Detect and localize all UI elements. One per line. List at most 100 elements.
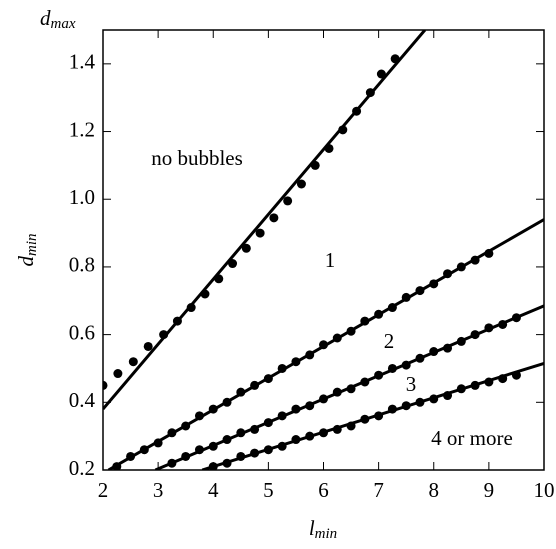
region-label: 3 bbox=[406, 372, 417, 396]
data-point bbox=[456, 262, 466, 272]
data-point bbox=[365, 88, 375, 98]
data-point bbox=[346, 326, 356, 336]
plot-frame bbox=[102, 29, 545, 471]
data-point bbox=[332, 387, 342, 397]
x-tick-label: 6 bbox=[318, 478, 329, 502]
region-label: 2 bbox=[384, 329, 395, 353]
data-point bbox=[283, 196, 293, 206]
y-tick-label: 0.2 bbox=[69, 456, 95, 480]
y-tick-label: 1.2 bbox=[69, 117, 95, 141]
data-point bbox=[222, 397, 232, 407]
data-point bbox=[181, 451, 191, 461]
data-point bbox=[296, 179, 306, 189]
x-tick-label: 7 bbox=[373, 478, 384, 502]
data-point bbox=[443, 269, 453, 279]
data-point bbox=[208, 404, 218, 414]
data-point bbox=[374, 370, 384, 380]
data-point bbox=[498, 319, 508, 329]
x-axis-label-base: l bbox=[309, 516, 315, 540]
data-point bbox=[277, 441, 287, 451]
data-point bbox=[291, 435, 301, 445]
x-tick-label: 3 bbox=[153, 478, 164, 502]
data-point bbox=[263, 445, 273, 455]
y-tick-label: 0.6 bbox=[69, 320, 95, 344]
data-point bbox=[387, 303, 397, 313]
y-axis-label-sub: min bbox=[24, 234, 40, 257]
data-point bbox=[263, 374, 273, 384]
data-point bbox=[222, 458, 232, 468]
data-point bbox=[236, 387, 246, 397]
y-axis-label-base: d bbox=[14, 256, 38, 267]
data-point bbox=[269, 213, 279, 223]
data-point bbox=[387, 404, 397, 414]
data-point bbox=[236, 451, 246, 461]
data-point bbox=[443, 343, 453, 353]
data-point bbox=[332, 333, 342, 343]
data-point bbox=[484, 248, 494, 258]
data-point bbox=[200, 289, 210, 299]
data-point bbox=[194, 445, 204, 455]
data-point bbox=[153, 438, 163, 448]
data-point bbox=[415, 397, 425, 407]
data-point bbox=[113, 369, 123, 379]
y-tick-label: 1.0 bbox=[69, 185, 95, 209]
y-tick-label: 1.4 bbox=[69, 50, 96, 74]
data-point bbox=[511, 313, 521, 323]
data-point bbox=[167, 428, 177, 438]
x-tick-label: 4 bbox=[208, 478, 219, 502]
plot-area bbox=[103, 30, 544, 470]
data-point bbox=[305, 350, 315, 360]
x-tick-label: 9 bbox=[484, 478, 495, 502]
data-point bbox=[222, 435, 232, 445]
data-point bbox=[443, 391, 453, 401]
data-point bbox=[186, 303, 196, 313]
fit-line bbox=[103, 30, 427, 411]
data-point bbox=[208, 441, 218, 451]
data-point bbox=[484, 323, 494, 333]
x-axis-label: lmin bbox=[309, 516, 337, 543]
x-axis-label-sub: min bbox=[315, 526, 338, 542]
data-point bbox=[208, 462, 218, 470]
data-point bbox=[305, 401, 315, 411]
data-point bbox=[305, 431, 315, 441]
data-point bbox=[128, 357, 138, 367]
data-point bbox=[319, 340, 328, 350]
data-point bbox=[181, 421, 191, 431]
data-point bbox=[387, 363, 397, 373]
data-point bbox=[352, 106, 362, 116]
data-point bbox=[374, 411, 384, 421]
x-tick-label: 5 bbox=[263, 478, 274, 502]
data-point bbox=[319, 428, 328, 438]
data-point bbox=[429, 347, 439, 357]
data-point bbox=[241, 243, 251, 253]
y-tick-label: 0.8 bbox=[69, 253, 95, 277]
data-point bbox=[139, 445, 149, 455]
data-point bbox=[338, 125, 348, 135]
data-point bbox=[277, 363, 287, 373]
data-point bbox=[470, 330, 480, 340]
data-point bbox=[376, 69, 386, 79]
data-point bbox=[159, 330, 169, 340]
data-point bbox=[250, 448, 260, 458]
data-point bbox=[401, 401, 411, 411]
data-point bbox=[390, 54, 400, 64]
data-point bbox=[360, 377, 370, 387]
data-point bbox=[346, 421, 356, 431]
data-point bbox=[112, 462, 122, 470]
data-point bbox=[167, 458, 177, 468]
data-point bbox=[291, 357, 301, 367]
data-point bbox=[255, 228, 265, 238]
y-axis-label: dmin bbox=[14, 234, 41, 267]
data-point bbox=[214, 274, 224, 284]
data-point bbox=[126, 451, 136, 461]
y-tick-label: 0.4 bbox=[69, 388, 96, 412]
data-point bbox=[456, 384, 466, 394]
top-label: dmax bbox=[40, 6, 76, 33]
data-point bbox=[250, 380, 260, 390]
data-point bbox=[415, 286, 425, 296]
top-label-sub: max bbox=[51, 16, 76, 32]
data-point bbox=[143, 341, 153, 351]
data-point bbox=[324, 143, 334, 153]
x-tick-label: 10 bbox=[534, 478, 555, 502]
